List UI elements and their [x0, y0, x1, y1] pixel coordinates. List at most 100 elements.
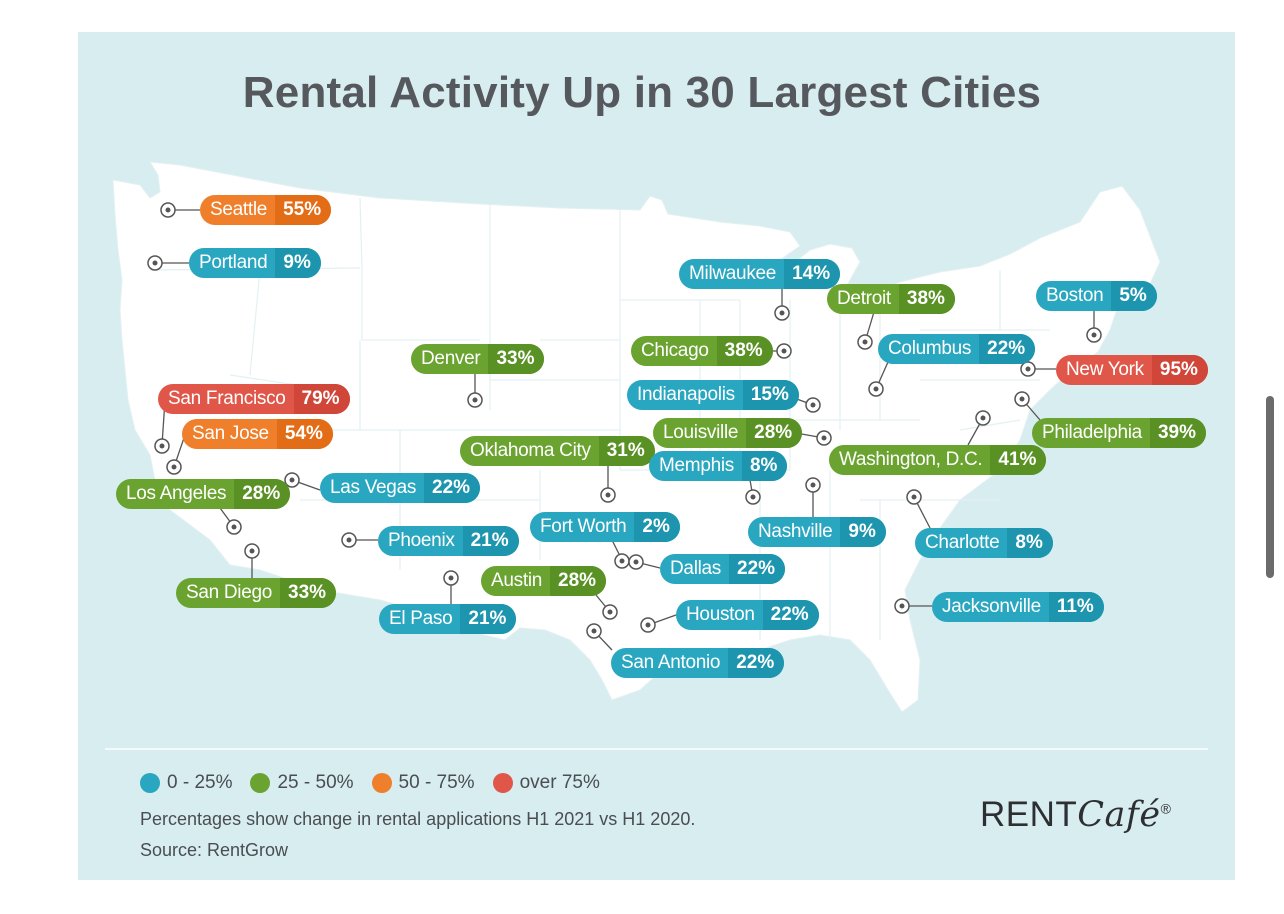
city-label-los-angeles: Los Angeles 28% [116, 479, 291, 509]
city-name: Denver [421, 348, 481, 369]
city-label-louisville: Louisville 28% [653, 418, 803, 448]
city-markers [147, 202, 1102, 639]
city-name: Los Angeles [126, 483, 227, 504]
city-name: Detroit [837, 288, 891, 309]
legend: 0 - 25% 25 - 50% 50 - 75% over 75% [140, 772, 600, 794]
city-name: San Diego [186, 582, 273, 603]
divider [105, 748, 1208, 750]
city-percent: 28% [746, 418, 803, 448]
city-label-san-francisco: San Francisco 79% [158, 384, 350, 414]
city-percent: 9% [275, 248, 321, 278]
city-percent: 22% [762, 600, 819, 630]
city-label-phoenix: Phoenix 21% [378, 526, 519, 556]
city-percent: 28% [234, 479, 291, 509]
city-name: Columbus [888, 338, 972, 359]
city-name: Nashville [758, 521, 833, 542]
city-label-oklahoma-city: Oklahoma City 31% [460, 436, 655, 466]
city-label-charlotte: Charlotte 8% [915, 528, 1053, 558]
rentcafe-logo: RENTCafé® [980, 795, 1172, 835]
city-name: Charlotte [925, 532, 1000, 553]
city-label-nashville: Nashville 9% [748, 517, 886, 547]
city-name: Las Vegas [330, 477, 417, 498]
city-percent: 38% [898, 284, 955, 314]
legend-dot-green [250, 773, 271, 793]
legend-item-over-75: over 75% [492, 772, 600, 794]
city-percent: 79% [293, 384, 350, 414]
city-label-las-vegas: Las Vegas 22% [320, 473, 481, 503]
city-name: Washington, D.C. [839, 449, 983, 470]
city-name: Portland [199, 252, 268, 273]
city-percent: 22% [728, 648, 785, 678]
legend-label: 50 - 75% [398, 772, 475, 793]
legend-item-50-75: 50 - 75% [371, 772, 475, 794]
city-label-boston: Boston 5% [1036, 281, 1157, 311]
city-percent: 39% [1149, 418, 1206, 448]
city-name: San Jose [192, 423, 269, 444]
legend-dot-blue [140, 773, 160, 793]
city-percent: 2% [634, 512, 680, 542]
city-label-san-jose: San Jose 54% [182, 419, 333, 449]
city-label-houston: Houston 22% [676, 600, 819, 630]
state-borders [149, 197, 1050, 640]
city-label-columbus: Columbus 22% [878, 334, 1036, 364]
city-label-portland: Portland 9% [189, 248, 321, 278]
city-label-milwaukee: Milwaukee 14% [679, 259, 841, 289]
city-name: El Paso [389, 608, 453, 629]
page-title: Rental Activity Up in 30 Largest Cities [242, 68, 1042, 117]
city-label-new-york: New York 95% [1056, 355, 1208, 385]
city-label-san-diego: San Diego 33% [176, 578, 337, 608]
city-percent: 22% [729, 554, 786, 584]
city-name: Boston [1046, 285, 1104, 306]
legend-item-25-50: 25 - 50% [250, 772, 354, 794]
city-percent: 8% [741, 451, 788, 481]
legend-dot-orange [371, 773, 392, 793]
city-label-seattle: Seattle 55% [200, 195, 332, 225]
city-name: Phoenix [388, 530, 455, 551]
city-label-fort-worth: Fort Worth 2% [530, 512, 680, 542]
city-name: Philadelphia [1042, 422, 1142, 443]
city-name: Louisville [663, 422, 739, 443]
city-percent: 5% [1111, 281, 1157, 311]
legend-label: 25 - 50% [277, 772, 354, 793]
city-name: San Francisco [168, 388, 286, 409]
city-label-philadelphia: Philadelphia 39% [1032, 418, 1206, 448]
city-percent: 31% [598, 436, 655, 466]
city-percent: 55% [275, 195, 332, 225]
footnote: Percentages show change in rental applic… [140, 809, 696, 829]
city-name: Houston [686, 604, 755, 625]
city-label-jacksonville: Jacksonville 11% [932, 592, 1104, 622]
city-label-detroit: Detroit 38% [827, 284, 955, 314]
city-name: Milwaukee [689, 263, 777, 284]
city-name: Indianapolis [637, 384, 735, 405]
scrollbar[interactable] [1266, 396, 1274, 578]
city-percent: 9% [840, 517, 886, 547]
legend-item-0-25: 0 - 25% [140, 772, 232, 794]
city-label-denver: Denver 33% [411, 344, 545, 374]
city-label-dallas: Dallas 22% [660, 554, 786, 584]
city-label-indianapolis: Indianapolis 15% [627, 380, 799, 410]
city-label-el-paso: El Paso 21% [379, 604, 517, 634]
city-percent: 28% [550, 566, 607, 596]
city-name: Austin [491, 570, 543, 591]
city-name: Fort Worth [540, 516, 627, 537]
city-label-washington-d-c: Washington, D.C. 41% [829, 445, 1047, 475]
city-name: San Antonio [621, 652, 721, 673]
city-name: Seattle [210, 199, 268, 220]
city-label-austin: Austin 28% [481, 566, 607, 596]
city-label-san-antonio: San Antonio 22% [611, 648, 785, 678]
city-name: Jacksonville [942, 596, 1041, 617]
city-name: Dallas [670, 558, 721, 579]
legend-label: 0 - 25% [167, 772, 233, 793]
city-name: Oklahoma City [470, 440, 591, 461]
city-name: Memphis [659, 455, 734, 476]
legend-dot-red [492, 773, 513, 793]
city-percent: 54% [276, 419, 333, 449]
city-percent: 41% [990, 445, 1047, 475]
city-percent: 14% [784, 259, 841, 289]
legend-label: over 75% [519, 772, 600, 793]
city-percent: 8% [1007, 528, 1053, 558]
source-note: Source: RentGrow [140, 840, 289, 860]
city-percent: 15% [742, 380, 799, 410]
city-percent: 95% [1151, 355, 1208, 385]
city-percent: 33% [280, 578, 337, 608]
